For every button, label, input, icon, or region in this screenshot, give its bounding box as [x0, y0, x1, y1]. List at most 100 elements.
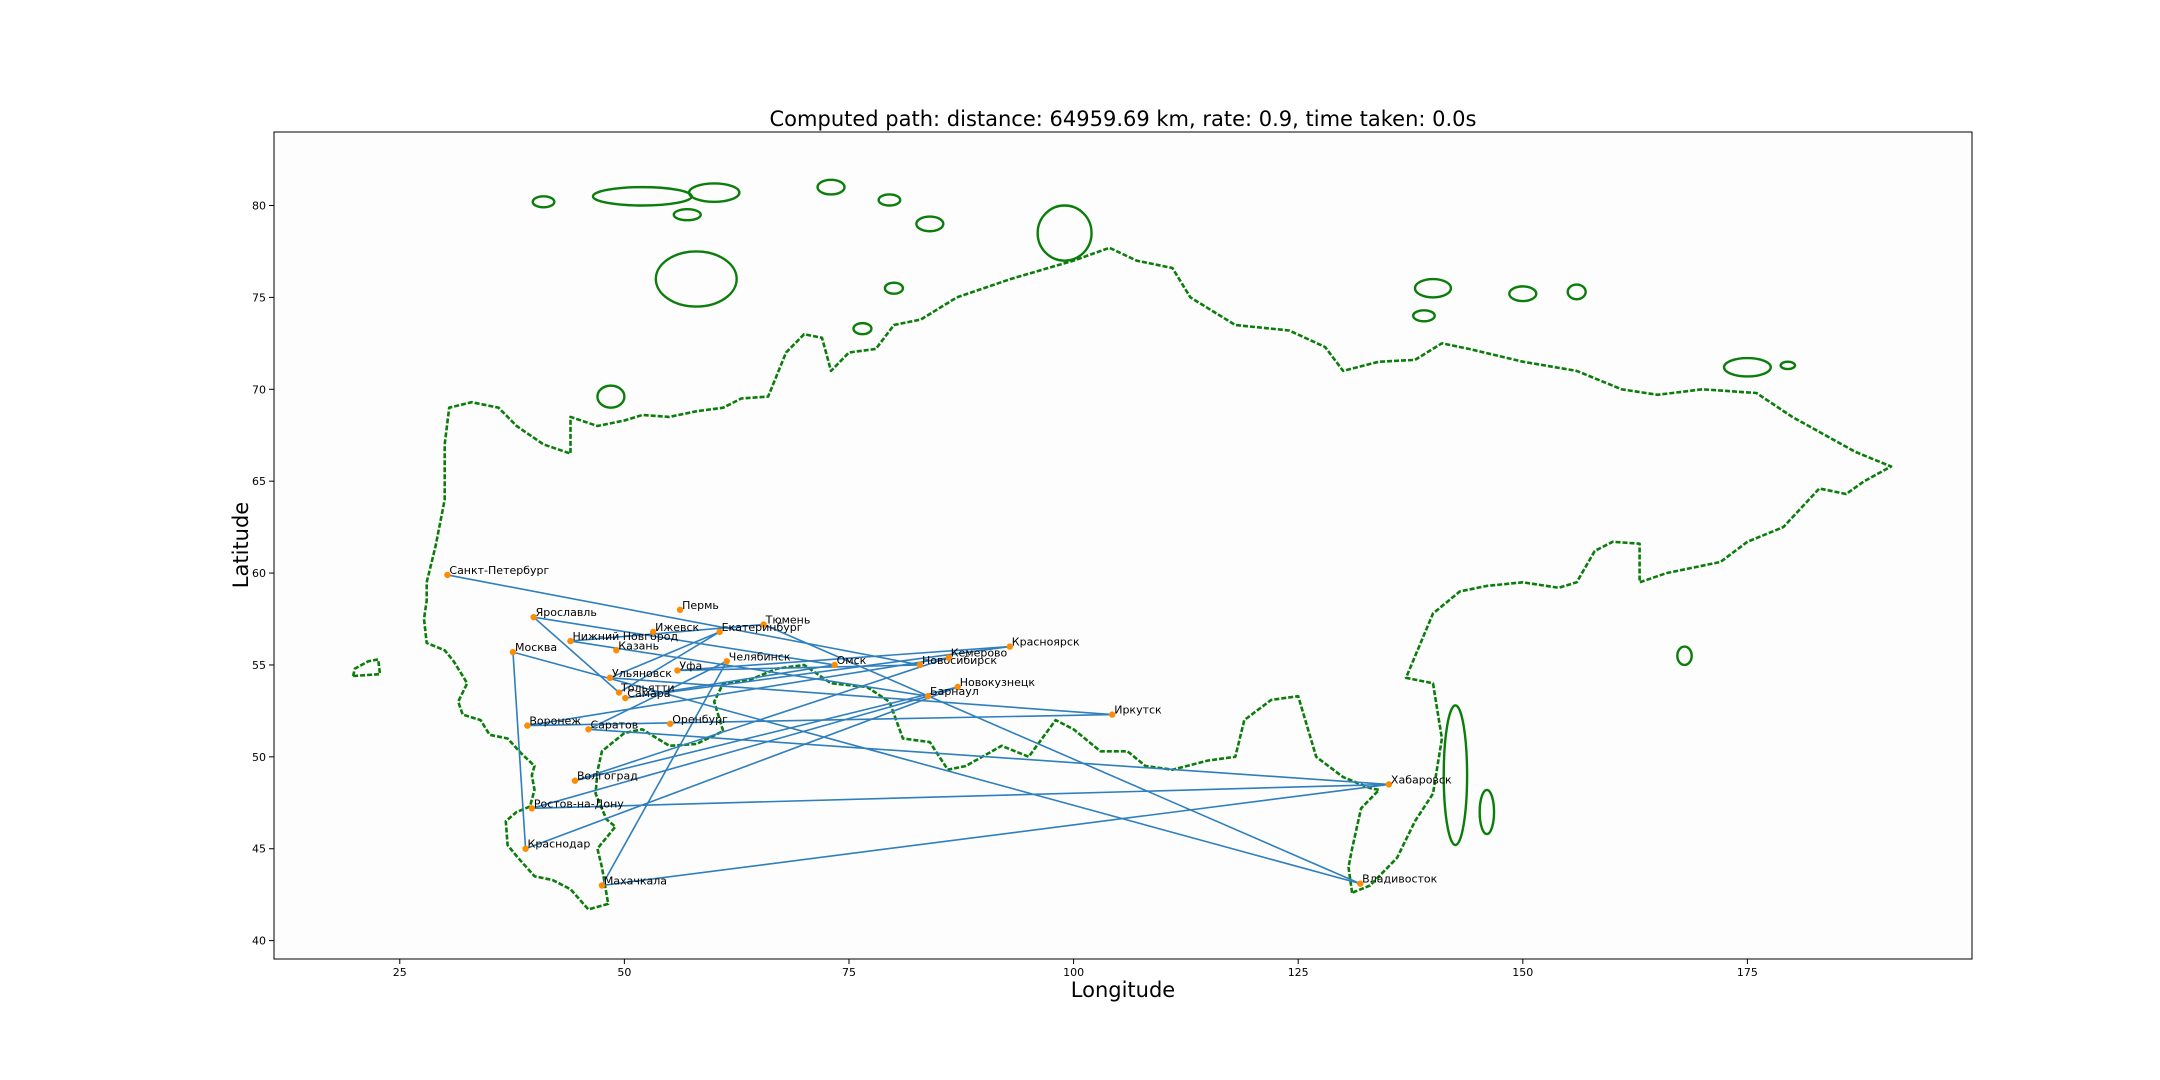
city-label: Санкт-Петербург [449, 564, 549, 577]
city-marker [606, 674, 614, 682]
city-marker [676, 606, 684, 614]
route-segment [525, 686, 958, 850]
island-outline [1411, 309, 1436, 323]
island-outline [1413, 277, 1453, 299]
route-segment [588, 728, 1389, 786]
city-marker [674, 667, 681, 674]
x-tick-label: 50 [617, 966, 631, 979]
city-marker [444, 571, 451, 579]
city-label: Тольятти [620, 682, 675, 695]
city-marker [1109, 711, 1116, 718]
city-label: Уфа [679, 659, 702, 672]
city-label: Самара [627, 687, 670, 700]
y-tick-label: 40 [252, 935, 266, 948]
city-marker [667, 720, 674, 727]
city-label: Оренбург [672, 713, 728, 726]
route-segment [609, 677, 1113, 716]
city-label: Волгоград [577, 770, 638, 783]
island-outline [591, 185, 693, 207]
y-axis-label: Latitude [229, 502, 253, 588]
route-segment [447, 574, 921, 666]
route-segment [677, 664, 920, 672]
city-marker [916, 661, 924, 669]
coastline-segment [425, 246, 1893, 895]
island-outline [1478, 788, 1496, 836]
x-tick-label: 75 [842, 966, 856, 979]
city-label: Омск [837, 654, 867, 667]
city-marker [528, 805, 536, 812]
x-tick-label: 125 [1288, 966, 1309, 979]
city-marker [613, 647, 620, 654]
island-outline [672, 207, 702, 222]
island-outline [852, 321, 873, 336]
route-segment [531, 783, 1389, 810]
y-tick-label: 55 [252, 659, 266, 672]
coastline-segment [351, 658, 382, 678]
island-outline [883, 281, 905, 295]
city-marker [924, 692, 932, 700]
route-segment [574, 686, 958, 782]
city-marker [954, 683, 961, 691]
city-label: Саратов [590, 718, 638, 731]
route-segment [512, 652, 527, 849]
route-segment [570, 640, 929, 697]
y-tick-label: 65 [252, 475, 266, 488]
island-outline [1036, 204, 1093, 262]
y-tick-label: 50 [252, 751, 266, 764]
city-label: Кемерово [951, 647, 1008, 660]
x-tick-label: 175 [1737, 966, 1758, 979]
y-tick-label: 80 [252, 200, 266, 213]
city-label: Тюмень [765, 614, 811, 627]
island-outline [531, 195, 556, 209]
city-marker [571, 777, 579, 784]
city-label: Махачкала [604, 874, 667, 887]
route-segment [601, 783, 1390, 887]
city-label: Ростов-на-Дону [534, 797, 624, 810]
x-tick-label: 100 [1063, 966, 1084, 979]
x-tick-label: 150 [1512, 966, 1533, 979]
city-marker [509, 648, 517, 656]
route-segment [588, 660, 728, 730]
island-outline [1566, 283, 1587, 301]
city-label: Иркутск [1114, 704, 1162, 717]
island-outline [816, 178, 846, 196]
y-tick-label: 60 [252, 567, 266, 580]
city-marker [585, 726, 592, 733]
route-segment [512, 651, 1361, 885]
route-segment [763, 623, 1361, 885]
city-marker [524, 722, 531, 729]
city-label: Воронеж [529, 715, 581, 728]
x-tick-label: 25 [393, 966, 407, 979]
city-label: Казань [618, 639, 659, 652]
city-marker [598, 882, 606, 889]
chart-title: Computed path: distance: 64959.69 km, ra… [770, 107, 1477, 131]
route-segment [533, 616, 835, 666]
city-label: Ижевск [655, 621, 699, 634]
city-label: Владивосток [1362, 873, 1437, 886]
plot-area [273, 131, 1973, 960]
axis-ticks: 25 50 75 100 125 150 175 40 45 50 55 60 65 70 75 80 [252, 200, 1758, 979]
y-tick-label: 75 [252, 291, 266, 304]
island-outline [654, 250, 738, 308]
route-segment [527, 656, 949, 727]
route-segment [625, 645, 1010, 699]
island-outline [915, 215, 945, 233]
city-marker [1356, 880, 1364, 887]
city-label: Екатеринбург [722, 621, 803, 634]
city-label: Новокузнецк [960, 676, 1036, 689]
city-label: Новосибирск [922, 654, 997, 667]
city-marker [522, 845, 529, 852]
y-tick-label: 70 [252, 383, 266, 396]
island-outline [1508, 285, 1538, 303]
route-segment [533, 616, 620, 694]
city-marker [622, 694, 629, 702]
coastline-segment [422, 582, 1381, 911]
city-label: Красноярск [1012, 636, 1080, 649]
island-outline [1779, 360, 1797, 371]
island-outline [596, 384, 626, 409]
city-marker [716, 628, 723, 636]
city-label: Челябинск [729, 650, 791, 663]
x-axis-label: Longitude [1071, 978, 1175, 1002]
